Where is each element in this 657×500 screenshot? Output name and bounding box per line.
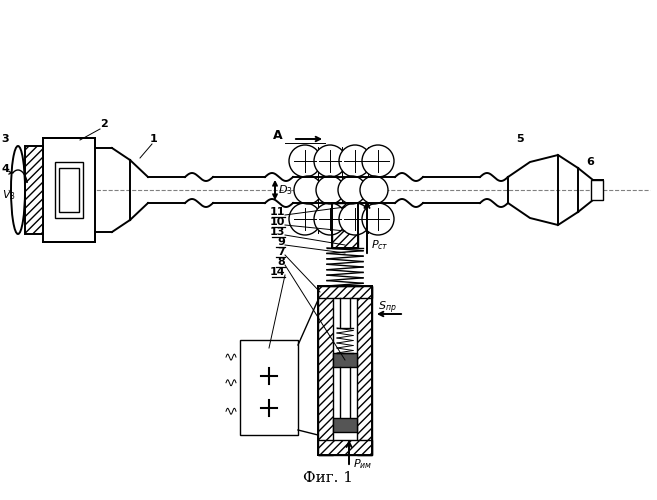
Text: 13: 13 <box>269 227 285 237</box>
Text: $V_3$: $V_3$ <box>2 188 16 202</box>
Bar <box>333 353 357 367</box>
Circle shape <box>339 203 371 235</box>
Circle shape <box>360 176 388 204</box>
Ellipse shape <box>11 146 25 234</box>
Bar <box>240 340 298 435</box>
Text: Фиг. 1: Фиг. 1 <box>303 471 353 485</box>
Bar <box>332 203 358 248</box>
Bar <box>318 286 333 455</box>
Bar <box>591 180 603 200</box>
Text: 2: 2 <box>100 119 108 129</box>
Circle shape <box>289 145 321 177</box>
Circle shape <box>338 176 366 204</box>
Text: 3: 3 <box>1 134 9 144</box>
Text: 8: 8 <box>277 257 285 267</box>
Text: 9: 9 <box>277 237 285 247</box>
Text: 11: 11 <box>269 207 285 217</box>
Bar <box>318 440 372 455</box>
Bar <box>25 146 43 234</box>
Text: $P_{им}$: $P_{им}$ <box>353 457 373 471</box>
Text: 4: 4 <box>1 164 9 174</box>
Bar <box>357 286 372 455</box>
Bar <box>55 162 83 218</box>
Circle shape <box>294 176 322 204</box>
Text: 1: 1 <box>150 134 158 144</box>
Bar <box>59 168 79 212</box>
Text: 7: 7 <box>277 247 285 257</box>
Circle shape <box>314 145 346 177</box>
Text: 6: 6 <box>586 157 594 167</box>
Text: $D_3$: $D_3$ <box>278 183 293 197</box>
Circle shape <box>362 145 394 177</box>
Text: 5: 5 <box>516 134 524 144</box>
Bar <box>43 138 95 242</box>
Text: 10: 10 <box>269 217 285 227</box>
Circle shape <box>289 203 321 235</box>
Text: $S_{пр}$: $S_{пр}$ <box>378 300 397 316</box>
Circle shape <box>316 176 344 204</box>
Circle shape <box>362 203 394 235</box>
Text: A: A <box>273 129 283 142</box>
Bar <box>333 418 357 432</box>
Circle shape <box>314 203 346 235</box>
Circle shape <box>339 145 371 177</box>
Text: 14: 14 <box>269 267 285 277</box>
Bar <box>318 286 372 298</box>
Text: $P_{ст}$: $P_{ст}$ <box>371 238 389 252</box>
